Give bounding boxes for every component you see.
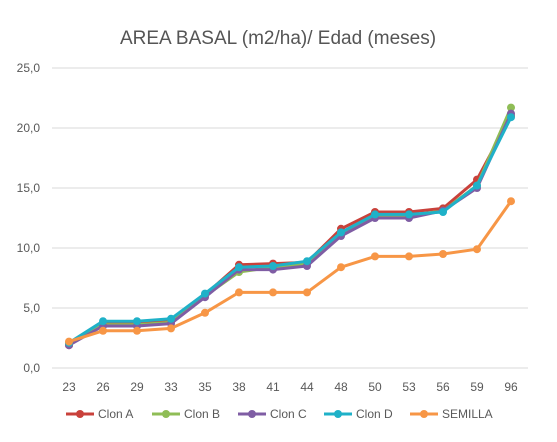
data-point — [269, 262, 277, 270]
data-point — [235, 288, 243, 297]
x-tick-label: 44 — [300, 380, 314, 394]
legend-marker — [76, 410, 84, 418]
chart-title: AREA BASAL (m2/ha)/ Edad (meses) — [120, 28, 436, 49]
data-point — [133, 326, 141, 335]
series-semilla — [65, 197, 515, 346]
x-tick-label: 59 — [470, 380, 484, 394]
series-line — [68, 112, 513, 347]
data-point — [337, 228, 345, 237]
legend-label: Clon A — [98, 407, 133, 421]
x-tick-label: 26 — [96, 380, 110, 394]
legend-marker — [162, 410, 170, 418]
legend-item: Clon C — [238, 407, 307, 421]
data-point — [201, 289, 209, 298]
legend-marker — [420, 410, 428, 418]
x-tick-label: 53 — [402, 380, 416, 394]
legend-marker — [334, 410, 342, 418]
legend-marker — [248, 410, 256, 418]
series-line — [68, 200, 513, 344]
series-clon-a — [65, 112, 515, 350]
y-tick-label: 5,0 — [23, 301, 40, 315]
legend-item: Clon B — [152, 407, 220, 421]
data-point — [167, 314, 175, 323]
series-line — [68, 107, 513, 346]
x-tick-label: 50 — [368, 380, 382, 394]
data-point — [405, 252, 413, 261]
legend-item: Clon A — [66, 407, 133, 421]
x-tick-label: 96 — [504, 380, 518, 394]
data-point — [303, 288, 311, 297]
data-point — [473, 181, 481, 190]
y-tick-label: 0,0 — [23, 361, 40, 375]
data-point — [507, 103, 515, 112]
data-point — [99, 326, 107, 335]
legend-item: SEMILLA — [410, 407, 493, 421]
y-tick-label: 15,0 — [17, 181, 41, 195]
data-point — [99, 317, 107, 326]
data-point — [371, 210, 379, 219]
legend-label: Clon B — [184, 407, 220, 421]
data-point — [337, 263, 345, 272]
series-line — [68, 116, 513, 345]
data-point — [507, 113, 515, 122]
series-lines — [65, 103, 515, 350]
legend-label: Clon D — [356, 407, 393, 421]
legend-item: Clon D — [324, 407, 393, 421]
x-axis-ticks: 23 26 29 33 35 38 41 44 48 50 53 56 59 96 — [62, 380, 518, 394]
data-point — [235, 263, 243, 272]
gridlines — [52, 67, 528, 369]
data-point — [439, 208, 447, 216]
x-tick-label: 41 — [266, 380, 280, 394]
data-point — [371, 252, 379, 261]
data-point — [405, 210, 413, 219]
data-point — [439, 250, 447, 258]
legend-label: Clon C — [270, 407, 307, 421]
data-point — [507, 197, 515, 206]
data-point — [269, 288, 277, 297]
series-clon-d — [65, 113, 515, 347]
data-point — [201, 308, 209, 317]
data-point — [133, 317, 141, 326]
x-tick-label: 56 — [436, 380, 450, 394]
data-point — [303, 257, 311, 266]
y-tick-label: 20,0 — [17, 121, 41, 135]
x-tick-label: 29 — [130, 380, 144, 394]
series-line — [68, 115, 513, 347]
legend-label: SEMILLA — [442, 407, 493, 421]
x-tick-label: 38 — [232, 380, 246, 394]
data-point — [65, 337, 73, 346]
x-tick-label: 48 — [334, 380, 348, 394]
y-tick-label: 25,0 — [17, 61, 41, 75]
x-tick-label: 33 — [164, 380, 178, 394]
data-point — [167, 324, 175, 333]
x-tick-label: 35 — [198, 380, 212, 394]
y-axis-ticks: 0,0 5,0 10,0 15,0 20,0 25,0 — [17, 61, 41, 375]
series-clon-b — [65, 103, 515, 348]
legend: Clon A Clon B Clon C Clon D SEMILLA — [66, 407, 493, 421]
x-tick-label: 23 — [62, 380, 76, 394]
y-tick-label: 10,0 — [17, 241, 41, 255]
series-clon-c — [65, 109, 515, 350]
data-point — [473, 245, 481, 254]
